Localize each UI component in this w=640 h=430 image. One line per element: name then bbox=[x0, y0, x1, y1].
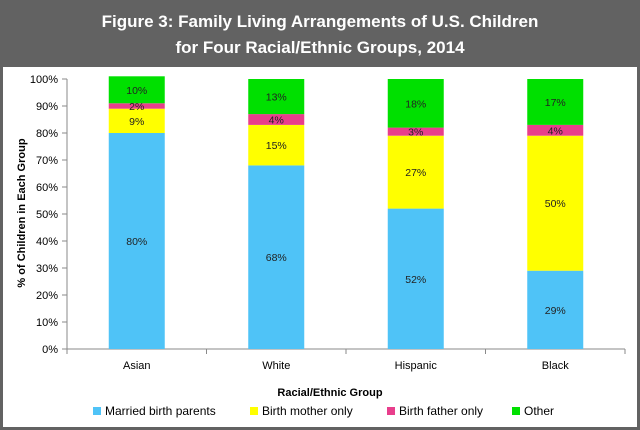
legend: Married birth parents Birth mother only Bi… bbox=[93, 404, 554, 418]
data-label: 80% bbox=[126, 236, 147, 248]
data-label: 68% bbox=[266, 252, 287, 264]
y-tick-label: 40% bbox=[36, 236, 58, 248]
data-label: 27% bbox=[405, 167, 426, 179]
legend-swatch bbox=[512, 407, 520, 415]
data-label: 18% bbox=[405, 98, 426, 110]
bar-segment bbox=[248, 124, 305, 166]
y-axis-title: % of Children in Each Group bbox=[16, 138, 28, 287]
data-label: 50% bbox=[545, 198, 566, 210]
y-tick-label: 50% bbox=[36, 209, 58, 221]
x-tick-label: White bbox=[262, 360, 290, 372]
bar-segment bbox=[248, 165, 305, 349]
y-axis: 0% 10% 20% 30% 40% 50% 60% 70% 80% 90% 100% bbox=[30, 74, 68, 356]
chart-subtitle: for Four Racial/Ethnic Groups, 2014 bbox=[175, 38, 465, 57]
y-tick-label: 10% bbox=[36, 317, 58, 329]
legend-swatch bbox=[93, 407, 101, 415]
data-label: 52% bbox=[405, 274, 426, 286]
x-tick-label: Hispanic bbox=[395, 360, 438, 372]
y-tick-label: 60% bbox=[36, 182, 58, 194]
legend-label: Married birth parents bbox=[105, 404, 216, 418]
chart-title: Figure 3: Family Living Arrangements of … bbox=[102, 12, 539, 31]
data-label: 13% bbox=[266, 92, 287, 104]
bar-segment bbox=[387, 135, 444, 209]
data-label: 9% bbox=[129, 116, 144, 128]
bar-segment bbox=[108, 133, 165, 349]
y-tick-label: 80% bbox=[36, 128, 58, 140]
bar-segment bbox=[387, 79, 444, 128]
x-tick-label: Asian bbox=[123, 360, 151, 372]
bar-segment bbox=[248, 79, 305, 115]
legend-label: Birth mother only bbox=[262, 404, 353, 418]
y-tick-label: 100% bbox=[30, 74, 58, 86]
data-label: 10% bbox=[126, 85, 147, 97]
data-labels: 80% 9% 2% 10% 68% 15% 4% 13% 52% 27% 3% 18% 29% 50% 4%… bbox=[126, 85, 566, 317]
data-label: 29% bbox=[545, 305, 566, 317]
y-tick-label: 90% bbox=[36, 101, 58, 113]
data-label: 4% bbox=[269, 115, 284, 127]
bar-segment bbox=[527, 270, 584, 349]
bar-segment bbox=[387, 208, 444, 349]
x-axis-title: Racial/Ethnic Group bbox=[277, 387, 382, 399]
data-label: 4% bbox=[548, 125, 563, 137]
legend-swatch bbox=[250, 407, 258, 415]
y-tick-label: 30% bbox=[36, 263, 58, 275]
y-tick-label: 0% bbox=[42, 344, 58, 356]
bar-segment bbox=[527, 79, 584, 125]
legend-swatch bbox=[387, 407, 395, 415]
y-tick-label: 20% bbox=[36, 290, 58, 302]
bar-segment bbox=[527, 124, 584, 136]
bar-segment bbox=[108, 103, 165, 109]
bar-segment bbox=[527, 135, 584, 271]
x-tick-label: Black bbox=[542, 360, 569, 372]
legend-label: Other bbox=[524, 404, 554, 418]
data-label: 17% bbox=[545, 97, 566, 109]
bars bbox=[108, 76, 584, 349]
bar-segment bbox=[248, 114, 305, 125]
bar-segment bbox=[108, 108, 165, 133]
y-tick-label: 70% bbox=[36, 155, 58, 167]
data-label: 2% bbox=[129, 101, 144, 113]
legend-label: Birth father only bbox=[399, 404, 483, 418]
bar-segment bbox=[108, 76, 165, 104]
bar-segment bbox=[387, 127, 444, 136]
data-label: 15% bbox=[266, 140, 287, 152]
data-label: 3% bbox=[408, 127, 423, 139]
